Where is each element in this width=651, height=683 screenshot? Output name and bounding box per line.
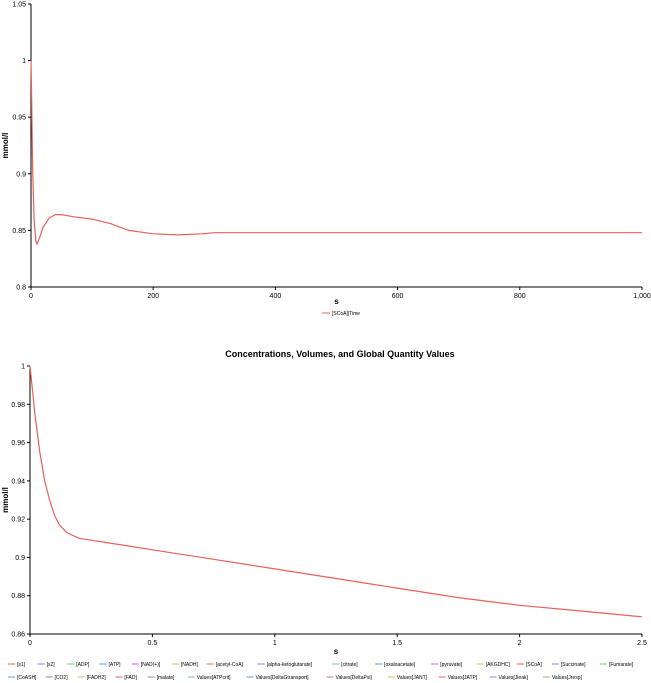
y-tick-label: 0.8 — [16, 285, 26, 292]
y-tick-label: 0.96 — [11, 440, 25, 447]
legend-label: Values[Jresp] — [552, 675, 583, 681]
x-tick-label: 400 — [270, 293, 282, 300]
legend-label: [FADH2] — [87, 675, 107, 681]
legend-label: [NAD(+)] — [141, 662, 161, 668]
y-tick-label: 0.92 — [11, 517, 25, 524]
legend-label: [malate] — [157, 675, 175, 681]
y-tick-label: 0.95 — [12, 115, 26, 122]
y-tick-label: 0.86 — [11, 632, 25, 639]
x-tick-label: 1,000 — [633, 293, 651, 300]
x-tick-label: 0 — [29, 293, 33, 300]
legend-label: [acetyl-CoA] — [216, 662, 244, 668]
chart-title: Concentrations, Volumes, and Global Quan… — [225, 349, 454, 359]
legend-label: [Succinate] — [561, 662, 586, 668]
y-axis-label: mmol/l — [1, 487, 10, 513]
y-tick-label: 0.9 — [16, 171, 26, 178]
x-tick-label: 800 — [514, 293, 526, 300]
x-tick-label: 1.5 — [392, 640, 402, 647]
legend-label: [alpha-ketoglutarate] — [267, 662, 313, 668]
legend-label: [citrate] — [341, 662, 358, 668]
x-axis-label: s — [334, 647, 339, 656]
x-tick-label: 0.5 — [148, 640, 158, 647]
x-tick-label: 0 — [28, 640, 32, 647]
y-tick-label: 0.9 — [15, 555, 25, 562]
legend-label: Values[Jleak] — [499, 675, 529, 681]
legend-label: [CO2] — [55, 675, 69, 681]
legend-label: [oxaloacetate] — [384, 662, 416, 668]
legend-label: [NADH] — [181, 662, 199, 668]
legend-label: [CoASH] — [17, 675, 37, 681]
y-axis-label: mmol/l — [1, 133, 10, 159]
y-tick-label: 0.85 — [12, 228, 26, 235]
x-axis-label: s — [334, 297, 339, 306]
legend-label: Values[JANT] — [397, 675, 428, 681]
y-tick-label: 1 — [22, 58, 26, 65]
legend-label: [s2] — [47, 662, 56, 668]
x-tick-label: 2.5 — [637, 640, 647, 647]
x-tick-label: 2 — [518, 640, 522, 647]
chart-2: Concentrations, Volumes, and Global Quan… — [1, 349, 647, 681]
series-line — [29, 365, 643, 618]
y-tick-label: 1.05 — [12, 2, 26, 9]
y-tick-label: 1 — [21, 364, 25, 371]
y-tick-label: 0.94 — [11, 478, 25, 485]
legend-label: Values[DeltaPsi] — [336, 675, 373, 681]
legend-label: [FAD] — [124, 675, 137, 681]
legend-label: [ADP] — [76, 662, 90, 668]
chart-1: 0.8 0.85 0.9 0.95 1 1.05 0 200 400 600 800 1,000 s mm… — [1, 2, 651, 318]
legend-label: Values[ATPcrit] — [197, 675, 231, 681]
legend-label: [pyruvate] — [440, 662, 463, 668]
series-line — [30, 60, 642, 246]
legend-label: Values[JATP] — [448, 675, 478, 681]
legend-label: [Fumarate] — [609, 662, 634, 668]
x-tick-label: 1 — [273, 640, 277, 647]
x-tick-label: 600 — [392, 293, 404, 300]
y-tick-label: 0.88 — [11, 593, 25, 600]
legend-label: [SCoA] — [526, 662, 542, 668]
y-tick-label: 0.98 — [11, 402, 25, 409]
legend-label: [ATP] — [108, 662, 121, 668]
x-tick-label: 200 — [147, 293, 159, 300]
legend-label: [s1] — [17, 662, 26, 668]
legend-label: Values[DeltaGtransport] — [256, 675, 310, 681]
legend-label: [AKGDHC] — [486, 662, 511, 668]
legend-label: [SCoA]|Time — [332, 311, 360, 317]
